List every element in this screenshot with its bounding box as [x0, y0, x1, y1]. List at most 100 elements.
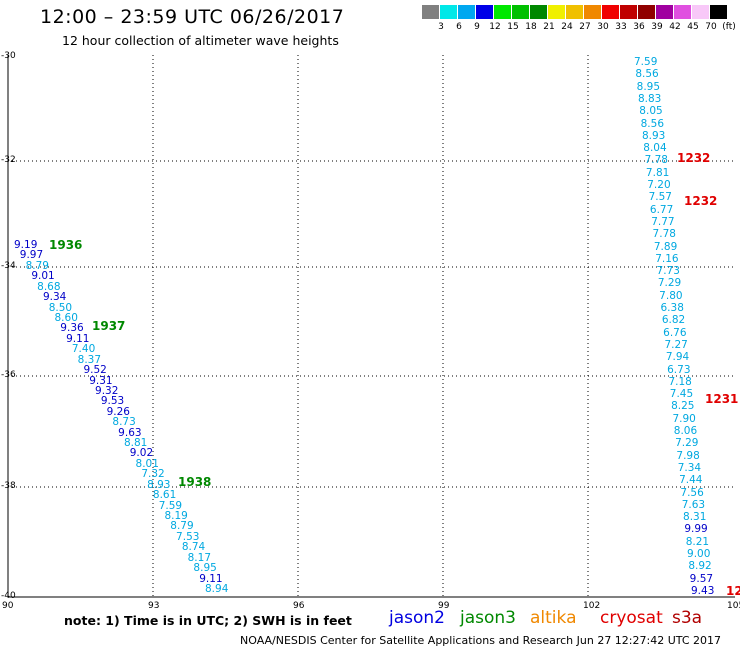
- wave-height-value: 9.11: [66, 332, 90, 345]
- legend-s3a: s3a: [672, 608, 703, 628]
- scale-swatch: [512, 5, 529, 19]
- wave-height-value: 7.90: [672, 412, 696, 425]
- wave-height-value: 9.02: [129, 447, 154, 460]
- wave-height-value: 9.57: [689, 572, 714, 585]
- wave-height-value: 8.17: [187, 551, 212, 564]
- wave-height-value: 7.80: [659, 289, 683, 302]
- scale-swatch: [476, 5, 493, 19]
- wave-height-value: 7.78: [652, 228, 676, 241]
- wave-height-value: 7.45: [669, 388, 694, 401]
- latitude-tick-label: -32: [1, 155, 16, 165]
- wave-height-value: 7.77: [651, 215, 675, 228]
- wave-height-value: 9.31: [89, 374, 113, 387]
- wave-height-value: 7.81: [645, 166, 670, 179]
- wave-height-value: 7.20: [647, 179, 671, 192]
- map-subtitle: 12 hour collection of altimeter wave hei…: [62, 33, 339, 48]
- scale-swatch: [530, 5, 547, 19]
- wave-height-value: 8.21: [685, 535, 710, 548]
- pass-time-label: 1231: [705, 392, 739, 406]
- longitude-tick-label: 93: [148, 601, 160, 611]
- wave-height-value: 9.01: [31, 270, 55, 283]
- wave-height-value: 8.93: [147, 478, 171, 491]
- longitude-tick-label: 102: [583, 601, 601, 611]
- footer-credit: NOAA/NESDIS Center for Satellite Applica…: [240, 634, 722, 647]
- wave-height-value: 8.56: [640, 117, 665, 130]
- wave-height-value: 8.83: [637, 92, 662, 105]
- wave-height-value: 9.53: [100, 395, 125, 408]
- scale-swatch: [494, 5, 511, 19]
- wave-height-value: 8.95: [193, 562, 217, 575]
- legend-jason3: jason3: [460, 608, 516, 628]
- wave-height-value: 7.78: [644, 154, 668, 167]
- wave-height-value: 7.44: [679, 474, 703, 487]
- latitude-tick-label: -40: [1, 591, 16, 601]
- wave-height-value: 8.74: [181, 541, 206, 554]
- scale-swatch: [620, 5, 637, 19]
- scale-label: 24: [561, 22, 573, 32]
- pass-time-label: 1937: [92, 319, 126, 333]
- wave-height-value: 8.37: [77, 353, 102, 366]
- wave-height-value: 8.81: [123, 437, 148, 450]
- scale-swatch: [458, 5, 475, 19]
- wave-height-value: 9.26: [106, 405, 130, 418]
- wave-height-value: 6.82: [661, 314, 686, 327]
- scale-label: 39: [651, 22, 663, 32]
- wave-height-value: 7.59: [634, 56, 658, 68]
- wave-height-value: 7.53: [176, 530, 200, 543]
- pass-time-label: 1936: [49, 238, 83, 252]
- longitude-tick-label: 90: [2, 601, 14, 611]
- wave-height-value: 7.27: [664, 338, 688, 351]
- wave-height-value: 8.01: [135, 457, 159, 470]
- wave-height-value: 7.32: [141, 468, 165, 481]
- longitude-tick-label: 105: [727, 601, 740, 611]
- longitude-tick-label: 96: [293, 601, 305, 611]
- wave-height-value: 8.60: [54, 311, 78, 324]
- latitude-tick-label: -30: [1, 51, 16, 61]
- scale-unit: (ft): [722, 22, 736, 32]
- wave-height-value: 8.61: [152, 489, 177, 502]
- scale-swatch: [548, 5, 565, 19]
- scale-swatch: [656, 5, 673, 19]
- scale-swatch: [566, 5, 583, 19]
- scale-label: 3: [438, 22, 444, 32]
- map-title: 12:00 – 23:59 UTC 06/26/2017: [40, 6, 345, 28]
- wave-height-value: 7.56: [680, 486, 704, 499]
- wave-height-value: 9.52: [83, 364, 107, 377]
- wave-height-value: 6.73: [667, 363, 691, 376]
- wave-height-value: 9.11: [199, 572, 223, 585]
- legend-cryosat: cryosat: [600, 608, 663, 628]
- latitude-tick-label: -38: [1, 481, 16, 491]
- wave-height-value: 8.31: [683, 511, 707, 524]
- wave-height-value: 8.73: [112, 416, 136, 429]
- wave-height-value: 6.77: [649, 203, 674, 216]
- wave-height-value: 8.04: [643, 142, 667, 155]
- scale-label: 36: [633, 22, 645, 32]
- pass-time-label: 1232: [684, 194, 718, 208]
- wave-height-value: 9.00: [687, 548, 711, 561]
- scale-swatch: [692, 5, 709, 19]
- scale-swatch: [584, 5, 601, 19]
- scale-label: 12: [489, 22, 501, 32]
- wave-height-value: 9.36: [60, 322, 84, 335]
- footer-note: note: 1) Time is in UTC; 2) SWH is in fe…: [64, 613, 352, 628]
- scale-swatch: [674, 5, 691, 19]
- wave-height-value: 7.16: [655, 252, 679, 265]
- wave-height-value: 7.29: [675, 437, 699, 450]
- wave-height-value: 9.32: [95, 384, 119, 397]
- wave-height-value: 8.79: [170, 520, 194, 533]
- scale-label: 42: [669, 22, 681, 32]
- wave-height-value: 7.29: [657, 277, 682, 290]
- scale-swatch: [710, 5, 727, 19]
- wave-height-value: 8.92: [688, 560, 712, 573]
- wave-height-value: 8.05: [639, 105, 663, 118]
- scale-swatch: [422, 5, 439, 19]
- wave-height-value: 9.63: [118, 426, 142, 439]
- wave-height-value: 7.40: [71, 343, 96, 356]
- pass-time-label: 1232: [677, 151, 711, 165]
- legend-jason2: jason2: [389, 608, 445, 628]
- wave-height-value: 7.57: [648, 191, 672, 204]
- wave-height-value: 9.97: [19, 249, 44, 262]
- wave-height-value: 8.50: [48, 301, 73, 314]
- latitude-tick-label: -36: [1, 370, 16, 380]
